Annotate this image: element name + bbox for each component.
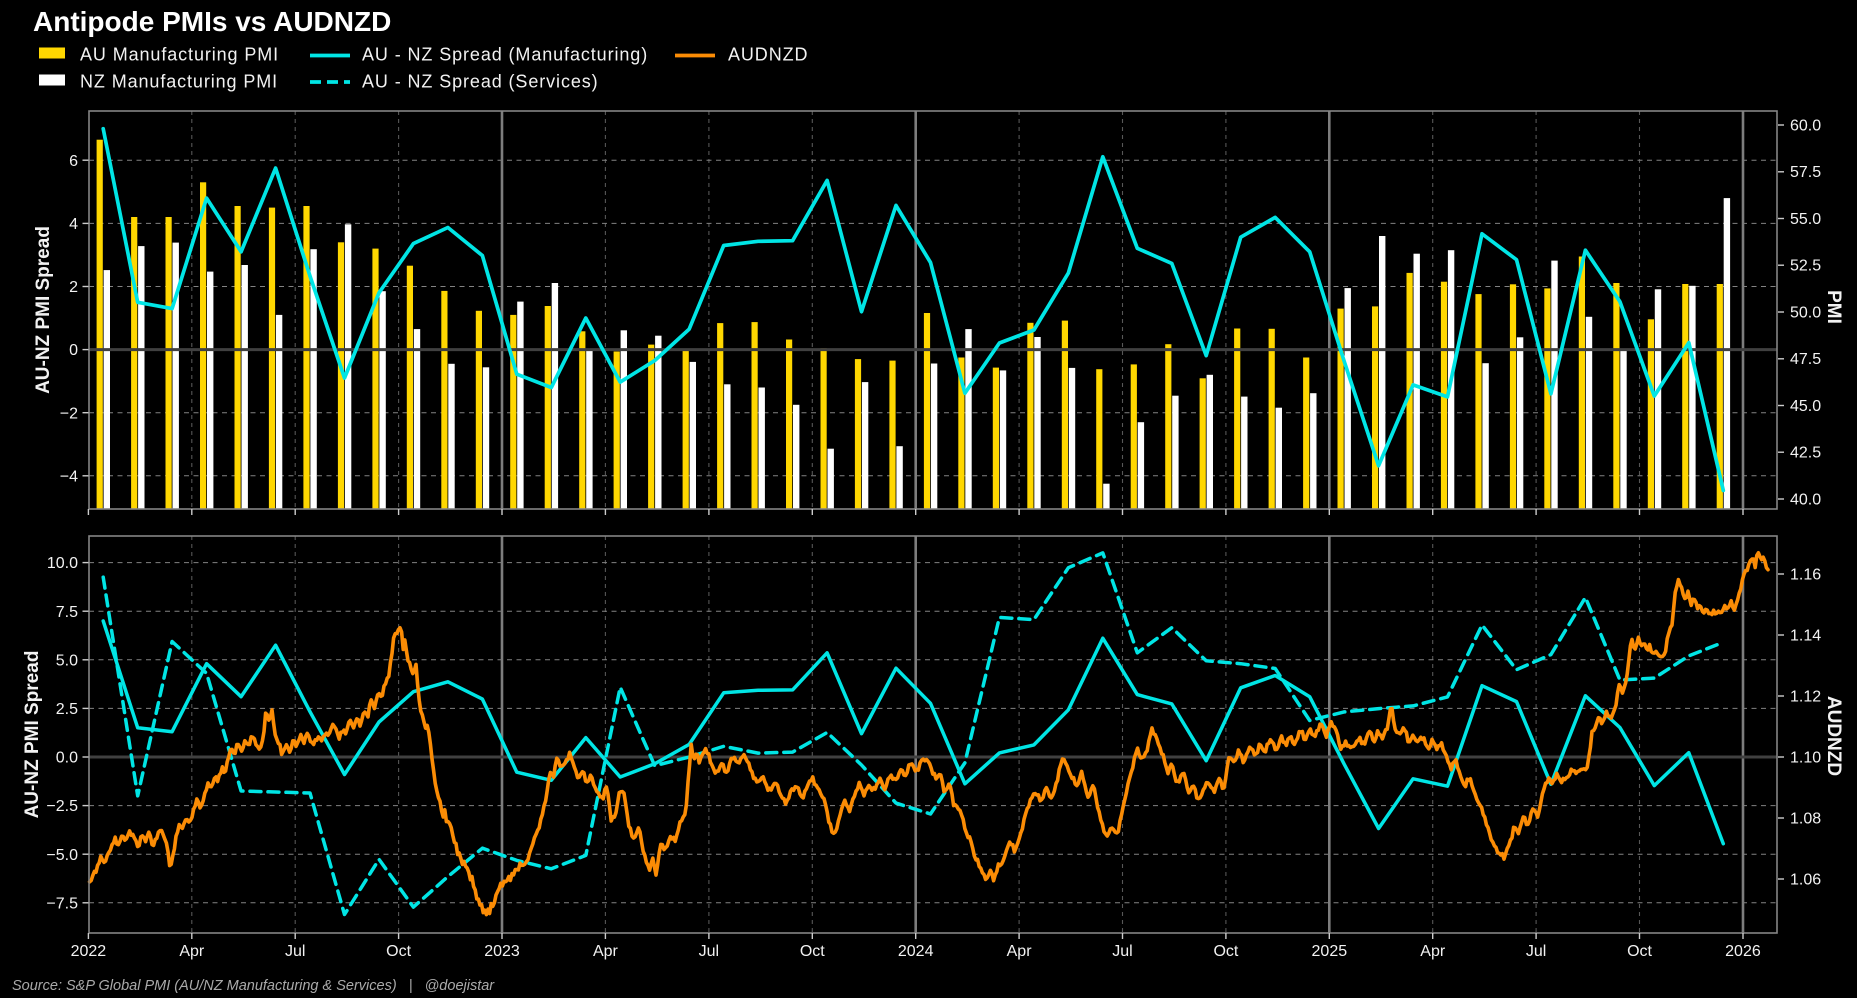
svg-text:−2.5: −2.5 <box>46 798 78 815</box>
svg-text:40.0: 40.0 <box>1790 491 1821 508</box>
svg-text:2023: 2023 <box>484 943 520 960</box>
svg-text:2026: 2026 <box>1725 943 1761 960</box>
svg-text:Apr: Apr <box>593 943 619 960</box>
svg-text:47.5: 47.5 <box>1790 351 1821 368</box>
svg-text:7.5: 7.5 <box>56 604 78 621</box>
svg-text:57.5: 57.5 <box>1790 164 1821 181</box>
svg-text:AU-NZ PMI Spread: AU-NZ PMI Spread <box>22 651 43 819</box>
svg-text:Oct: Oct <box>800 943 825 960</box>
svg-text:AU-NZ PMI Spread: AU-NZ PMI Spread <box>33 226 54 394</box>
svg-text:1.06: 1.06 <box>1790 871 1821 888</box>
svg-text:Oct: Oct <box>1627 943 1652 960</box>
svg-text:42.5: 42.5 <box>1790 445 1821 462</box>
svg-text:AU - NZ Spread (Services): AU - NZ Spread (Services) <box>362 72 599 92</box>
svg-text:Antipode PMIs vs AUDNZD: Antipode PMIs vs AUDNZD <box>33 6 391 37</box>
svg-text:Jul: Jul <box>1112 943 1132 960</box>
svg-text:AUDNZD: AUDNZD <box>1823 696 1844 776</box>
svg-text:−4: −4 <box>60 468 78 485</box>
svg-text:2022: 2022 <box>71 943 107 960</box>
svg-text:5.0: 5.0 <box>56 652 78 669</box>
svg-text:1.16: 1.16 <box>1790 566 1821 583</box>
svg-text:Jul: Jul <box>285 943 305 960</box>
svg-text:0.0: 0.0 <box>56 750 78 767</box>
svg-text:2: 2 <box>69 279 78 296</box>
svg-text:0: 0 <box>69 342 78 359</box>
svg-text:50.0: 50.0 <box>1790 304 1821 321</box>
svg-text:Jul: Jul <box>699 943 719 960</box>
svg-text:Oct: Oct <box>386 943 411 960</box>
svg-text:6: 6 <box>69 153 78 170</box>
svg-text:52.5: 52.5 <box>1790 258 1821 275</box>
svg-text:4: 4 <box>69 216 78 233</box>
svg-text:Oct: Oct <box>1213 943 1238 960</box>
svg-text:−7.5: −7.5 <box>46 895 78 912</box>
svg-text:1.08: 1.08 <box>1790 810 1821 827</box>
svg-text:45.0: 45.0 <box>1790 398 1821 415</box>
svg-text:1.12: 1.12 <box>1790 688 1821 705</box>
svg-text:AU - NZ Spread (Manufacturing): AU - NZ Spread (Manufacturing) <box>362 45 648 65</box>
svg-text:2025: 2025 <box>1312 943 1348 960</box>
svg-text:1.14: 1.14 <box>1790 627 1821 644</box>
svg-text:PMI: PMI <box>1823 290 1844 324</box>
svg-text:−5.0: −5.0 <box>46 847 78 864</box>
svg-text:55.0: 55.0 <box>1790 211 1821 228</box>
svg-text:AU Manufacturing PMI: AU Manufacturing PMI <box>80 45 279 65</box>
svg-text:2.5: 2.5 <box>56 701 78 718</box>
svg-text:Jul: Jul <box>1526 943 1546 960</box>
svg-text:2024: 2024 <box>898 943 934 960</box>
svg-text:1.10: 1.10 <box>1790 749 1821 766</box>
svg-text:10.0: 10.0 <box>47 555 78 572</box>
svg-text:60.0: 60.0 <box>1790 117 1821 134</box>
svg-text:Apr: Apr <box>1007 943 1033 960</box>
svg-text:AUDNZD: AUDNZD <box>728 45 808 65</box>
svg-text:Apr: Apr <box>179 943 205 960</box>
svg-text:Apr: Apr <box>1420 943 1446 960</box>
svg-text:NZ Manufacturing PMI: NZ Manufacturing PMI <box>80 72 278 92</box>
svg-text:Source: S&P Global PMI (AU/NZ: Source: S&P Global PMI (AU/NZ Manufactur… <box>12 978 495 994</box>
svg-text:−2: −2 <box>60 405 78 422</box>
